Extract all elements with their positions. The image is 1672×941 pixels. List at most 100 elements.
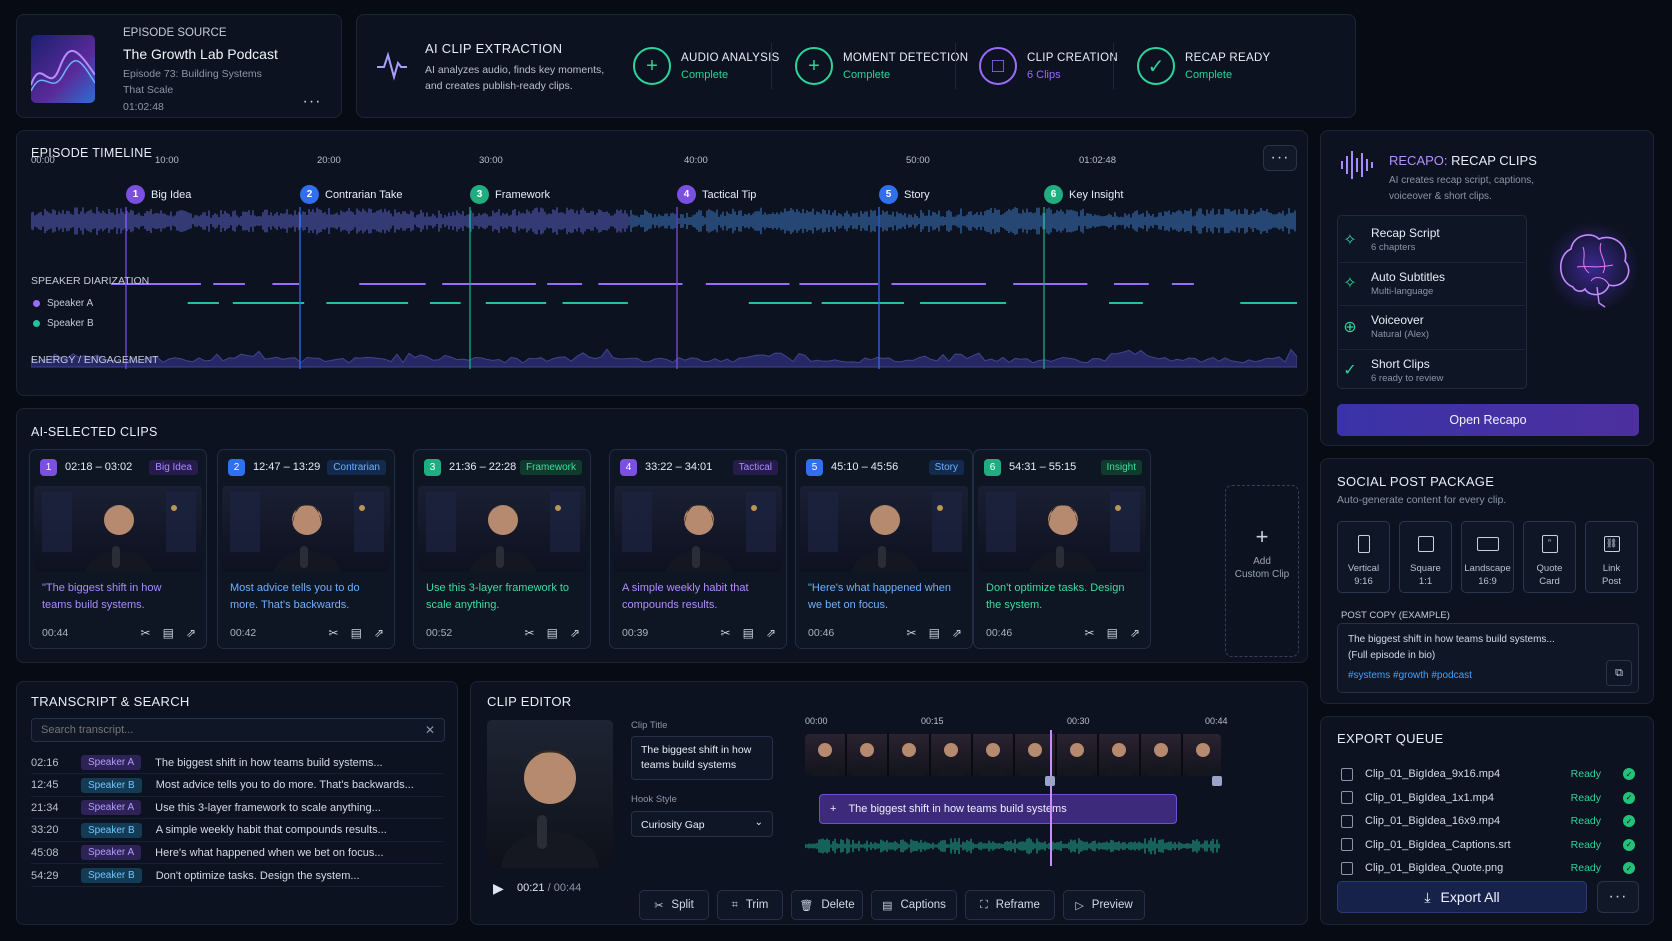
format-square[interactable]: Square 1:1	[1399, 521, 1452, 593]
timeline-marker-6[interactable]: 6 Key Insight	[1044, 185, 1123, 204]
format-landscape[interactable]: Landscape 16:9	[1461, 521, 1514, 593]
caption-track[interactable]: + The biggest shift in how teams build sy…	[819, 794, 1177, 824]
filmstrip[interactable]	[805, 734, 1221, 776]
post-copy-box[interactable]: The biggest shift in how teams build sys…	[1337, 623, 1639, 693]
clip-card-4[interactable]: 4 33:22 – 34:01 Tactical A simple weekly ha…	[609, 449, 787, 649]
clip-header: 5 45:10 – 45:56 Story	[806, 458, 964, 476]
timeline-marker-1[interactable]: 1 Big Idea	[126, 185, 191, 204]
timeline-graph[interactable]	[31, 207, 1297, 393]
format-name: Link	[1602, 563, 1621, 574]
recapo-feature-2[interactable]: ⊕ Voiceover Natural (Alex)	[1339, 306, 1524, 347]
export-file-row[interactable]: Clip_01_BigIdea_1x1.mp4 Ready ✓	[1341, 787, 1635, 809]
clear-search-icon[interactable]: ✕	[424, 723, 435, 737]
timeline-marker-3[interactable]: 3 Framework	[470, 185, 550, 204]
clip-card-6[interactable]: 6 54:31 – 55:15 Insight Don't optimize task…	[973, 449, 1151, 649]
transcript-row[interactable]: 12:45 Speaker B Most advice tells you to d…	[31, 775, 443, 797]
clip-card-2[interactable]: 2 12:47 – 13:29 Contrarian Most advice tell…	[217, 449, 395, 649]
editor-tool-preview[interactable]: ▷ Preview	[1063, 890, 1145, 920]
recapo-feature-0[interactable]: ✧ Recap Script 6 chapters	[1339, 219, 1524, 260]
timeline-marker-4[interactable]: 4 Tactical Tip	[677, 185, 756, 204]
copy-icon[interactable]: ⧉	[1606, 660, 1632, 686]
captions-icon[interactable]: ▤	[742, 626, 754, 640]
share-icon[interactable]: ⇗	[1129, 626, 1140, 640]
transcript-row[interactable]: 33:20 Speaker B A simple weekly habit that…	[31, 820, 443, 842]
clip-thumbnail[interactable]	[222, 486, 390, 572]
play-button[interactable]: ▶	[493, 880, 504, 896]
clip-title-input[interactable]: The biggest shift in how teams build sys…	[631, 736, 773, 780]
open-recapo-button[interactable]: Open Recapo	[1337, 404, 1639, 436]
editor-tool-delete[interactable]: 🗑 Delete	[791, 890, 863, 920]
editor-tool-trim[interactable]: ⌗ Trim	[717, 890, 783, 920]
trim-handle-end[interactable]	[1212, 776, 1222, 786]
transcript-time: 33:20	[31, 824, 59, 837]
cut-icon[interactable]: ✂	[720, 626, 731, 640]
clip-thumbnail[interactable]	[800, 486, 968, 572]
clip-thumbnail[interactable]	[978, 486, 1146, 572]
transcript-search-input[interactable]	[32, 719, 412, 741]
stage-status-icon: ✓	[1137, 47, 1175, 85]
transcript-row[interactable]: 02:16 Speaker A The biggest shift in how t…	[31, 752, 443, 774]
stage-clip-creation: □ CLIP CREATION 6 Clips	[979, 47, 1118, 85]
export-file-row[interactable]: Clip_01_BigIdea_Captions.srt Ready ✓	[1341, 834, 1635, 856]
captions-icon[interactable]: ▤	[928, 626, 940, 640]
editor-title: CLIP EDITOR	[487, 694, 572, 709]
share-icon[interactable]: ⇗	[569, 626, 580, 640]
format-link[interactable]: ⛓ Link Post	[1585, 521, 1638, 593]
editor-tool-split[interactable]: ✂ Split	[639, 890, 709, 920]
stage-status-icon: □	[979, 47, 1017, 85]
add-caption-icon[interactable]: +	[830, 803, 837, 815]
cut-icon[interactable]: ✂	[1084, 626, 1095, 640]
share-icon[interactable]: ⇗	[765, 626, 776, 640]
trim-handle-start[interactable]	[1045, 776, 1055, 786]
transcript-search-box[interactable]: ✕	[31, 718, 445, 742]
share-icon[interactable]: ⇗	[185, 626, 196, 640]
transcript-row[interactable]: 21:34 Speaker A Use this 3-layer framework…	[31, 797, 443, 820]
export-all-button[interactable]: ⤓ Export All	[1337, 881, 1587, 913]
export-more-button[interactable]: ···	[1597, 881, 1639, 913]
clip-thumbnail[interactable]	[34, 486, 202, 572]
cut-icon[interactable]: ✂	[328, 626, 339, 640]
clip-card-5[interactable]: 5 45:10 – 45:56 Story "Here's what happened…	[795, 449, 973, 649]
post-hashtags: #systems #growth #podcast	[1348, 670, 1472, 681]
tool-label: Captions	[900, 899, 946, 911]
captions-icon[interactable]: ▤	[546, 626, 558, 640]
filmstrip-frame	[1015, 734, 1055, 776]
format-quote[interactable]: ” Quote Card	[1523, 521, 1576, 593]
clip-thumbnail[interactable]	[418, 486, 586, 572]
transcript-row[interactable]: 45:08 Speaker A Here's what happened when …	[31, 842, 443, 865]
cut-icon[interactable]: ✂	[524, 626, 535, 640]
clip-thumbnail[interactable]	[614, 486, 782, 572]
format-vertical[interactable]: Vertical 9:16	[1337, 521, 1390, 593]
captions-icon[interactable]: ▤	[162, 626, 174, 640]
feature-name: Short Clips	[1371, 356, 1430, 371]
clip-header: 1 02:18 – 03:02 Big Idea	[40, 458, 198, 476]
recapo-feature-1[interactable]: ✧ Auto Subtitles Multi-language	[1339, 263, 1524, 304]
cut-icon[interactable]: ✂	[906, 626, 917, 640]
editor-tool-captions[interactable]: ▤ Captions	[871, 890, 957, 920]
editor-waveform[interactable]	[805, 830, 1221, 862]
editor-tool-reframe[interactable]: ⛶ Reframe	[965, 890, 1055, 920]
captions-icon[interactable]: ▤	[1106, 626, 1118, 640]
transcript-row[interactable]: 54:29 Speaker B Don't optimize tasks. Desi…	[31, 865, 443, 887]
add-custom-clip-button[interactable]: + Add Custom Clip	[1225, 485, 1299, 657]
source-more-button[interactable]: ···	[302, 93, 322, 110]
timeline-marker-5[interactable]: 5 Story	[879, 185, 930, 204]
clip-card-3[interactable]: 3 21:36 – 22:28 Framework Use this 3-layer …	[413, 449, 591, 649]
cut-icon[interactable]: ✂	[140, 626, 151, 640]
share-icon[interactable]: ⇗	[951, 626, 962, 640]
export-file-row[interactable]: Clip_01_BigIdea_Quote.png Ready ✓	[1341, 857, 1635, 879]
hook-style-select[interactable]: Curiosity Gap ⌄	[631, 811, 773, 837]
playhead[interactable]	[1050, 730, 1052, 866]
export-file-row[interactable]: Clip_01_BigIdea_16x9.mp4 Ready ✓	[1341, 810, 1635, 832]
timeline-more-button[interactable]: ···	[1263, 145, 1297, 171]
editor-preview-thumbnail[interactable]	[487, 720, 613, 868]
clip-duration: 00:46	[808, 627, 835, 639]
clip-card-1[interactable]: 1 02:18 – 03:02 Big Idea "The biggest shift…	[29, 449, 207, 649]
social-post-panel: SOCIAL POST PACKAGE Auto-generate conten…	[1320, 458, 1654, 704]
share-icon[interactable]: ⇗	[373, 626, 384, 640]
captions-icon[interactable]: ▤	[350, 626, 362, 640]
export-file-row[interactable]: Clip_01_BigIdea_9x16.mp4 Ready ✓	[1341, 763, 1635, 785]
recapo-feature-3[interactable]: ✓ Short Clips 6 ready to review	[1339, 350, 1524, 391]
timeline-marker-2[interactable]: 2 Contrarian Take	[300, 185, 402, 204]
feature-divider	[1339, 348, 1525, 350]
